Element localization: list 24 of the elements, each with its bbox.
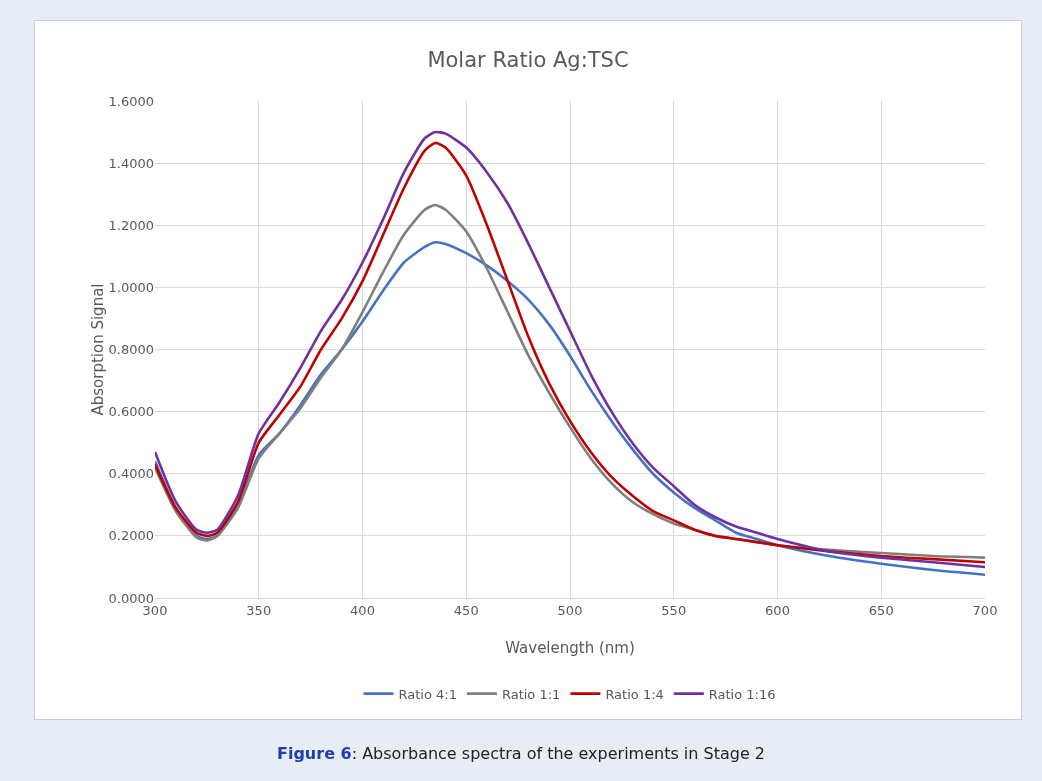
x-tick-label: 400 [350,602,375,618]
y-tick-label: 1.0000 [108,279,154,295]
legend-label: Ratio 1:1 [501,686,561,702]
y-tick-label: 1.2000 [108,217,154,233]
chart-title: Molar Ratio Ag:TSC [427,48,629,73]
x-tick-label: 350 [246,602,272,618]
x-tick-label: 550 [661,602,687,618]
legend-label: Ratio 1:16 [708,686,776,702]
y-tick-label: 0.4000 [108,466,154,482]
y-tick-label: 1.6000 [108,93,154,109]
caption: Figure 6: Absorbance spectra of the experiments in Stage 2 [276,744,766,763]
x-tick-label: 600 [765,602,790,618]
y-tick-label: 0.8000 [108,342,154,358]
legend-label: Ratio 4:1 [398,686,457,702]
y-tick-label: 1.4000 [108,155,154,171]
y-tick-label: 0.2000 [108,528,154,544]
y-axis-title: Absorption Signal [88,283,107,416]
x-axis-title: Wavelength (nm) [505,639,635,657]
legend-label: Ratio 1:4 [605,686,664,702]
x-tick-label: 700 [972,602,998,618]
x-tick-label: 650 [868,602,894,618]
y-tick-label: 0.6000 [108,404,154,420]
x-tick-label: 500 [557,602,583,618]
x-tick-label: 450 [453,602,479,618]
